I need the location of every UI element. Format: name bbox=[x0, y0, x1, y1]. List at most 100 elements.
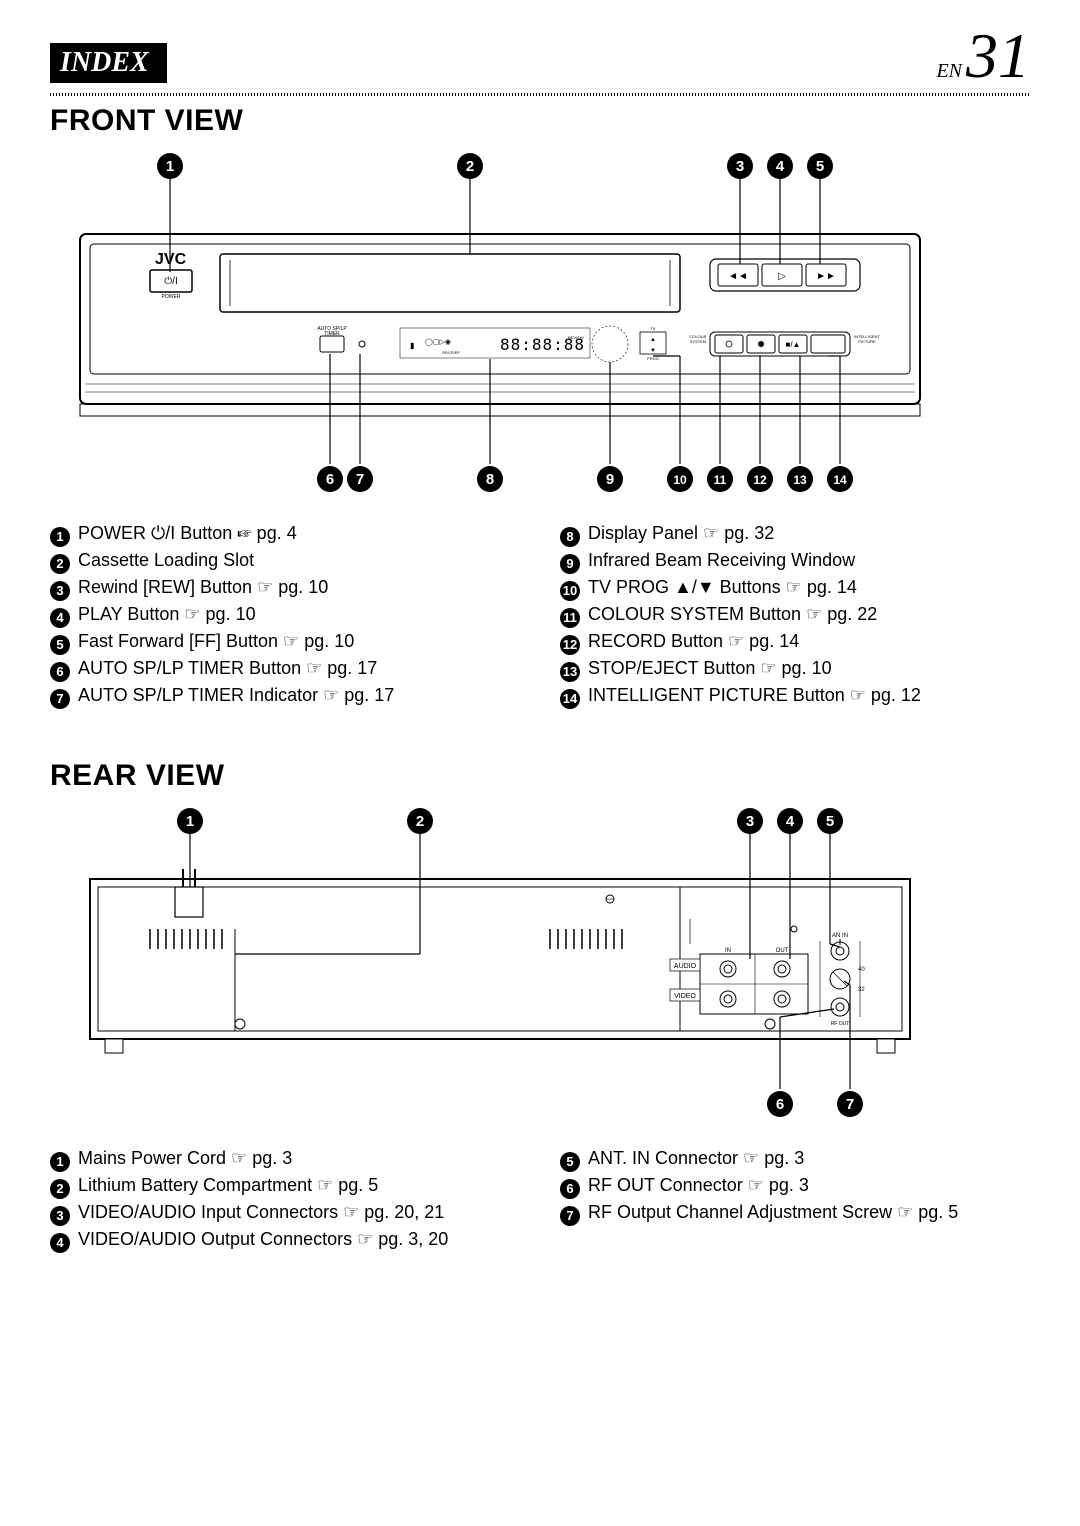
legend-number-icon: 13 bbox=[560, 662, 580, 682]
svg-text:REVIEW: REVIEW bbox=[568, 335, 584, 340]
svg-text:7: 7 bbox=[356, 471, 364, 488]
svg-text:6: 6 bbox=[776, 1096, 784, 1113]
legend-item: 2Lithium Battery Compartment ☞ pg. 5 bbox=[50, 1172, 520, 1199]
svg-text:11: 11 bbox=[714, 473, 727, 487]
legend-item: 11 COLOUR SYSTEM Button ☞ pg. 22 bbox=[560, 601, 1030, 628]
front-view-title: FRONT VIEW bbox=[50, 104, 1030, 138]
legend-text: POWER ⏻/I Button ☞ pg. 4 bbox=[78, 520, 297, 547]
legend-text: AUTO SP/LP TIMER Button ☞ pg. 17 bbox=[78, 655, 377, 682]
legend-number-icon: 4 bbox=[50, 1233, 70, 1253]
front-legend: 1 POWER ⏻/I Button ☞ pg. 42Cassette Loadi… bbox=[50, 520, 1030, 709]
header-divider bbox=[50, 93, 1030, 96]
svg-text:7: 7 bbox=[846, 1096, 854, 1113]
svg-text:POWER: POWER bbox=[162, 294, 181, 300]
svg-text:►►: ►► bbox=[816, 271, 836, 282]
legend-number-icon: 2 bbox=[50, 554, 70, 574]
legend-item: 10TV PROG ▲/▼ Buttons ☞ pg. 14 bbox=[560, 574, 1030, 601]
svg-text:PROG: PROG bbox=[647, 356, 659, 361]
legend-item: 2Cassette Loading Slot bbox=[50, 547, 520, 574]
svg-text:SYSTEM: SYSTEM bbox=[690, 339, 706, 344]
rear-legend-left: 1 Mains Power Cord ☞ pg. 32Lithium Batter… bbox=[50, 1145, 520, 1253]
svg-text:RF OUT: RF OUT bbox=[831, 1021, 850, 1027]
svg-text:3: 3 bbox=[736, 158, 744, 175]
legend-item: 13 STOP/EJECT Button ☞ pg. 10 bbox=[560, 655, 1030, 682]
legend-number-icon: 7 bbox=[560, 1206, 580, 1226]
svg-text:⏻/I: ⏻/I bbox=[164, 276, 177, 287]
legend-text: Mains Power Cord ☞ pg. 3 bbox=[78, 1145, 292, 1172]
legend-number-icon: 5 bbox=[50, 635, 70, 655]
svg-text:▼: ▼ bbox=[650, 348, 656, 354]
legend-text: RECORD Button ☞ pg. 14 bbox=[588, 628, 799, 655]
svg-text:4: 4 bbox=[786, 813, 795, 830]
legend-number-icon: 3 bbox=[50, 1206, 70, 1226]
legend-text: INTELLIGENT PICTURE Button ☞ pg. 12 bbox=[588, 682, 921, 709]
legend-item: 14INTELLIGENT PICTURE Button ☞ pg. 12 bbox=[560, 682, 1030, 709]
svg-text:12: 12 bbox=[753, 473, 767, 487]
legend-item: 3 Rewind [REW] Button ☞ pg. 10 bbox=[50, 574, 520, 601]
svg-text:1: 1 bbox=[166, 158, 174, 175]
legend-item: 4PLAY Button ☞ pg. 10 bbox=[50, 601, 520, 628]
svg-text:SP/LP/EP: SP/LP/EP bbox=[442, 350, 460, 355]
legend-text: STOP/EJECT Button ☞ pg. 10 bbox=[588, 655, 832, 682]
legend-text: PLAY Button ☞ pg. 10 bbox=[78, 601, 256, 628]
legend-text: Fast Forward [FF] Button ☞ pg. 10 bbox=[78, 628, 354, 655]
legend-number-icon: 5 bbox=[560, 1152, 580, 1172]
legend-text: TV PROG ▲/▼ Buttons ☞ pg. 14 bbox=[588, 574, 857, 601]
svg-text:4: 4 bbox=[776, 158, 785, 175]
legend-item: 8 Display Panel ☞ pg. 32 bbox=[560, 520, 1030, 547]
front-legend-right: 8 Display Panel ☞ pg. 32 9 Infrared Beam Re… bbox=[560, 520, 1030, 709]
svg-text:6: 6 bbox=[326, 471, 334, 488]
legend-number-icon: 9 bbox=[560, 554, 580, 574]
legend-item: 4 VIDEO/AUDIO Output Connectors ☞ pg. 3, … bbox=[50, 1226, 520, 1253]
legend-number-icon: 3 bbox=[50, 581, 70, 601]
svg-text:◯▢▷◉: ◯▢▷◉ bbox=[425, 338, 451, 346]
front-legend-left: 1 POWER ⏻/I Button ☞ pg. 42Cassette Loadi… bbox=[50, 520, 520, 709]
legend-text: ANT. IN Connector ☞ pg. 3 bbox=[588, 1145, 804, 1172]
legend-number-icon: 1 bbox=[50, 527, 70, 547]
legend-number-icon: 2 bbox=[50, 1179, 70, 1199]
svg-text:32: 32 bbox=[858, 987, 865, 993]
legend-text: Infrared Beam Receiving Window bbox=[588, 547, 855, 574]
svg-text:1: 1 bbox=[186, 813, 194, 830]
svg-text:■/▲: ■/▲ bbox=[786, 340, 801, 349]
legend-text: Rewind [REW] Button ☞ pg. 10 bbox=[78, 574, 328, 601]
legend-number-icon: 6 bbox=[50, 662, 70, 682]
legend-item: 6 AUTO SP/LP TIMER Button ☞ pg. 17 bbox=[50, 655, 520, 682]
legend-text: VIDEO/AUDIO Output Connectors ☞ pg. 3, 2… bbox=[78, 1226, 448, 1253]
svg-text:2: 2 bbox=[466, 158, 474, 175]
legend-item: 12 RECORD Button ☞ pg. 14 bbox=[560, 628, 1030, 655]
page-prefix: EN bbox=[936, 60, 962, 83]
svg-text:TIMER: TIMER bbox=[324, 331, 340, 337]
svg-text:5: 5 bbox=[816, 158, 824, 175]
legend-item: 5 ANT. IN Connector ☞ pg. 3 bbox=[560, 1145, 1030, 1172]
legend-text: AUTO SP/LP TIMER Indicator ☞ pg. 17 bbox=[78, 682, 394, 709]
svg-text:5: 5 bbox=[826, 813, 834, 830]
legend-text: RF Output Channel Adjustment Screw ☞ pg.… bbox=[588, 1199, 958, 1226]
svg-text:▮: ▮ bbox=[410, 341, 414, 350]
legend-number-icon: 7 bbox=[50, 689, 70, 709]
rear-view-diagram: AUDIO VIDEO IN OUT AN IN 40 32 RF OUT 12… bbox=[50, 799, 1030, 1129]
svg-text:◄◄: ◄◄ bbox=[728, 271, 748, 282]
svg-text:2: 2 bbox=[416, 813, 424, 830]
legend-number-icon: 1 bbox=[50, 1152, 70, 1172]
page-number-value: 31 bbox=[966, 30, 1030, 81]
legend-number-icon: 12 bbox=[560, 635, 580, 655]
legend-item: 3 VIDEO/AUDIO Input Connectors ☞ pg. 20, … bbox=[50, 1199, 520, 1226]
legend-item: 6RF OUT Connector ☞ pg. 3 bbox=[560, 1172, 1030, 1199]
front-view-diagram: JVC ⏻/I POWER ◄◄ ▷ ►► AUTO SP/LP TIMER ▮… bbox=[50, 144, 1030, 504]
svg-text:14: 14 bbox=[833, 473, 847, 487]
svg-text:JVC: JVC bbox=[155, 251, 187, 268]
page-header: INDEX EN 31 bbox=[50, 30, 1030, 83]
legend-number-icon: 11 bbox=[560, 608, 580, 628]
legend-item: 7 RF Output Channel Adjustment Screw ☞ pg… bbox=[560, 1199, 1030, 1226]
svg-text:8: 8 bbox=[486, 471, 494, 488]
legend-text: Display Panel ☞ pg. 32 bbox=[588, 520, 774, 547]
index-label: INDEX bbox=[50, 43, 167, 83]
svg-text:3: 3 bbox=[746, 813, 754, 830]
legend-text: VIDEO/AUDIO Input Connectors ☞ pg. 20, 2… bbox=[78, 1199, 444, 1226]
legend-text: COLOUR SYSTEM Button ☞ pg. 22 bbox=[588, 601, 877, 628]
svg-text:▲: ▲ bbox=[650, 337, 656, 343]
legend-item: 1 Mains Power Cord ☞ pg. 3 bbox=[50, 1145, 520, 1172]
legend-number-icon: 8 bbox=[560, 527, 580, 547]
svg-text:VIDEO: VIDEO bbox=[674, 993, 696, 1000]
